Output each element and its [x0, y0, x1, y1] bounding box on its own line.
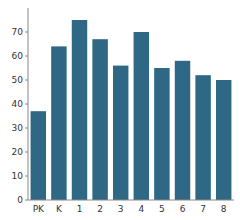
bar: [51, 46, 66, 200]
bar: [113, 66, 128, 200]
bars: [31, 20, 232, 200]
chart: 0 10 20 30 40 50 60 70 PK K 1 2 3 4 5 6 7 8: [0, 0, 240, 220]
bar: [154, 68, 169, 200]
bar: [72, 20, 87, 200]
y-tick-label: 20: [12, 147, 24, 157]
x-tick-label: 3: [118, 204, 124, 214]
bar: [134, 32, 149, 200]
y-tick-label: 10: [12, 171, 24, 181]
x-tick-label: 5: [159, 204, 165, 214]
y-tick: [25, 200, 28, 201]
y-tick: [25, 104, 28, 105]
y-tick-label: 50: [12, 75, 24, 85]
x-tick-label: K: [56, 204, 63, 214]
bar: [216, 80, 231, 200]
bar: [92, 39, 107, 200]
y-tick: [25, 176, 28, 177]
bar: [195, 75, 210, 200]
y-tick-label: 40: [12, 99, 24, 109]
bar: [31, 111, 46, 200]
x-axis-line: [28, 200, 234, 201]
x-tick-label: 7: [200, 204, 206, 214]
y-tick: [25, 80, 28, 81]
y-tick: [25, 128, 28, 129]
chart-container: 0 10 20 30 40 50 60 70 PK K 1 2 3 4 5 6 7 8: [0, 0, 240, 220]
y-tick-label: 60: [12, 51, 24, 61]
x-tick-label: 8: [221, 204, 227, 214]
y-tick: [25, 152, 28, 153]
y-tick: [25, 32, 28, 33]
x-tick-label: 6: [180, 204, 186, 214]
x-tick-label: 1: [77, 204, 83, 214]
x-tick-label: PK: [33, 204, 45, 214]
y-tick-label: 30: [12, 123, 24, 133]
bar: [175, 61, 190, 200]
y-tick: [25, 56, 28, 57]
x-tick-label: 4: [138, 204, 144, 214]
x-tick-label: 2: [97, 204, 103, 214]
y-tick-label: 0: [17, 195, 23, 205]
y-tick-label: 70: [12, 27, 24, 37]
